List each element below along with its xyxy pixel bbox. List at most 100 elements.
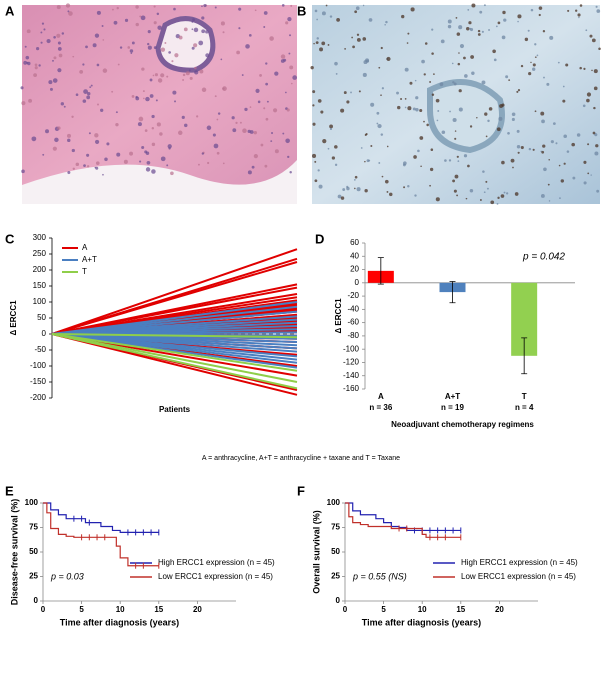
nucleus — [467, 164, 470, 168]
nucleus — [431, 28, 434, 31]
y-axis-title: Δ ERCC1 — [334, 298, 343, 334]
panel-label: E — [5, 483, 14, 498]
nucleus — [156, 122, 161, 127]
nucleus — [139, 15, 142, 18]
nucleus — [506, 192, 509, 195]
nucleus — [137, 122, 142, 127]
x-tick-label: 15 — [456, 605, 465, 614]
nucleus — [403, 186, 406, 189]
nucleus — [517, 14, 522, 19]
nucleus — [386, 56, 391, 62]
nucleus — [38, 64, 41, 67]
nucleus — [220, 21, 225, 26]
nucleus — [106, 142, 110, 146]
nucleus — [439, 82, 444, 87]
patient-line — [51, 286, 298, 335]
nucleus — [334, 61, 338, 66]
nucleus — [466, 27, 470, 31]
nucleus — [549, 35, 554, 40]
nucleus — [181, 115, 185, 119]
nucleus — [314, 160, 317, 163]
nucleus — [370, 102, 375, 107]
x-axis-title: Time after diagnosis (years) — [362, 617, 481, 627]
nucleus — [56, 5, 61, 10]
nucleus — [593, 69, 598, 74]
nucleus — [271, 132, 274, 135]
nucleus — [403, 161, 407, 166]
nucleus — [96, 103, 100, 106]
nucleus — [236, 50, 240, 55]
y-tick-label: -60 — [347, 318, 359, 327]
nucleus — [40, 41, 43, 44]
nucleus — [198, 40, 204, 46]
nucleus — [321, 41, 326, 46]
nucleus — [378, 162, 381, 164]
nucleus — [314, 9, 318, 13]
y-tick-label: 60 — [350, 238, 359, 247]
nucleus — [331, 156, 336, 160]
y-tick-label: 75 — [29, 523, 38, 532]
nucleus — [479, 199, 482, 201]
nucleus — [578, 16, 580, 19]
nucleus — [400, 97, 403, 100]
nucleus — [57, 68, 62, 73]
nucleus — [557, 61, 560, 64]
nucleus — [57, 41, 61, 45]
nucleus — [546, 82, 550, 86]
nucleus — [524, 37, 529, 42]
nucleus — [469, 27, 471, 30]
nucleus — [378, 66, 381, 69]
histology-image-b — [310, 3, 601, 205]
nucleus — [25, 55, 30, 60]
x-tick-label: 5 — [79, 605, 84, 614]
x-axis-title: Time after diagnosis (years) — [60, 617, 179, 627]
y-tick-label: 100 — [25, 498, 39, 507]
nucleus — [102, 68, 108, 73]
y-tick-label: 250 — [33, 249, 47, 258]
nucleus — [312, 153, 317, 158]
y-tick-label: 25 — [29, 572, 38, 581]
nucleus — [562, 99, 566, 103]
nucleus — [516, 129, 520, 133]
nucleus — [244, 107, 248, 112]
nucleus — [437, 110, 440, 112]
nucleus — [458, 52, 460, 54]
nucleus — [555, 142, 558, 145]
nucleus — [364, 133, 367, 137]
nucleus — [285, 91, 287, 94]
nucleus — [548, 159, 550, 161]
nucleus — [247, 170, 252, 175]
nucleus — [129, 151, 134, 156]
nucleus — [151, 127, 155, 130]
nucleus — [507, 131, 510, 135]
nucleus — [83, 164, 86, 167]
nucleus — [376, 111, 380, 115]
nucleus — [54, 137, 59, 143]
nucleus — [380, 133, 384, 136]
nucleus — [543, 167, 547, 172]
nucleus — [67, 138, 71, 143]
nucleus — [135, 22, 139, 27]
nucleus — [249, 130, 254, 134]
nucleus — [171, 60, 174, 63]
nucleus — [159, 132, 163, 136]
nucleus — [170, 171, 174, 176]
nucleus — [71, 115, 74, 118]
nucleus — [178, 130, 183, 136]
nucleus — [482, 170, 485, 173]
x-tick-label: 20 — [495, 605, 504, 614]
nucleus — [86, 95, 91, 100]
legend-label: T — [82, 267, 87, 276]
nucleus — [413, 155, 417, 159]
nucleus — [87, 92, 91, 96]
nucleus — [198, 163, 200, 166]
nucleus — [447, 19, 452, 24]
nucleus — [96, 63, 100, 67]
nucleus — [401, 14, 405, 19]
x-tick-label: 0 — [343, 605, 348, 614]
nucleus — [185, 71, 190, 76]
nucleus — [141, 67, 145, 71]
nucleus — [354, 10, 358, 14]
y-tick-label: -160 — [343, 384, 360, 393]
nucleus — [589, 34, 593, 38]
